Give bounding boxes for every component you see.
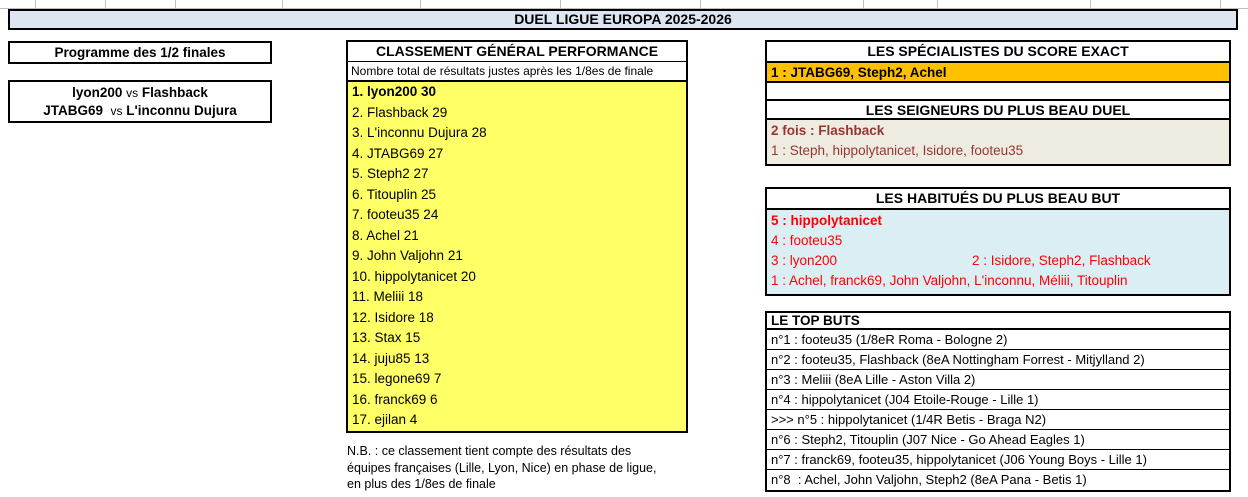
- classement-row: 3. L'inconnu Dujura 28: [352, 125, 487, 140]
- classement-row: 2. Flashback 29: [352, 104, 448, 120]
- classement-subtitle: Nombre total de résultats justes après l…: [348, 62, 686, 82]
- beau-but-block: LES HABITUÉS DU PLUS BEAU BUT 5 : hippol…: [765, 187, 1231, 296]
- match2-vs-label: vs: [110, 104, 123, 118]
- top-buts-row: n°7 : franck69, footeu35, hippolytanicet…: [767, 450, 1229, 470]
- match1-home: lyon200: [72, 85, 123, 100]
- beau-but-row-3-2: 3 : lyon200 2 : Isidore, Steph2, Flashbac…: [767, 251, 1229, 271]
- classement-row: 15. legone69 7: [352, 371, 442, 386]
- top-buts-row: n°3 : Meliii (8eA Lille - Aston Villa 2): [767, 370, 1229, 390]
- top-buts-block: LE TOP BUTS n°1 : footeu35 (1/8eR Roma -…: [765, 311, 1231, 492]
- classement-general-block: CLASSEMENT GÉNÉRAL PERFORMANCE Nombre to…: [346, 40, 688, 433]
- beau-but-row-1: 1 : Achel, franck69, John Valjohn, L'inc…: [771, 273, 1128, 288]
- classement-row: 7. footeu35 24: [352, 207, 439, 222]
- classement-footnote: N.B. : ce classement tient compte des ré…: [347, 443, 697, 493]
- gridline: [35, 0, 36, 8]
- gridline: [863, 0, 864, 8]
- classement-row: 14. juju85 13: [352, 350, 430, 366]
- match1-away: Flashback: [141, 85, 208, 100]
- classement-row: 4. JTABG69 27: [352, 145, 444, 161]
- gridline: [937, 0, 938, 8]
- score-exact-leaders-row: 1 : JTABG69, Steph2, Achel: [767, 61, 1229, 81]
- classement-row: 5. Steph2 27: [352, 166, 429, 181]
- beau-duel-title: LES SEIGNEURS DU PLUS BEAU DUEL: [767, 99, 1229, 118]
- gridline: [560, 0, 561, 8]
- top-buts-row: n°2 : footeu35, Flashback (8eA Nottingha…: [767, 350, 1229, 370]
- top-buts-title: LE TOP BUTS: [767, 313, 1229, 330]
- gridline: [105, 0, 106, 8]
- beau-but-title: LES HABITUÉS DU PLUS BEAU BUT: [767, 189, 1229, 208]
- demi-finales-matches-box: lyon200 vs Flashback JTABG69 vs L'inconn…: [8, 80, 272, 123]
- match-line-2: JTABG69 vs L'inconnu Dujura: [10, 102, 270, 120]
- beau-but-row-4: 4 : footeu35: [771, 233, 843, 248]
- match1-vs-label: vs: [126, 86, 139, 100]
- gridline: [420, 0, 421, 8]
- gridline: [700, 0, 701, 8]
- programme-demi-finales-title: Programme des 1/2 finales: [8, 41, 272, 64]
- spacer-row: [767, 81, 1229, 99]
- gridline: [282, 0, 283, 8]
- top-buts-list: n°1 : footeu35 (1/8eR Roma - Bologne 2) n…: [767, 330, 1229, 490]
- classement-row: 13. Stax 15: [352, 330, 421, 345]
- beau-duel-body: 2 fois : Flashback 1 : Steph, hippolytan…: [767, 118, 1229, 164]
- beau-duel-row-2: 1 : Steph, hippolytanicet, Isidore, foot…: [771, 143, 1024, 158]
- footnote-line-3: en plus des 1/8es de finale: [347, 477, 496, 491]
- classement-row: 10. hippolytanicet 20: [352, 268, 476, 284]
- classement-list: 1. lyon200 30 2. Flashback 29 3. L'inconnu…: [348, 82, 686, 431]
- classement-row: 6. Titouplin 25: [352, 186, 437, 202]
- gridline: [175, 0, 176, 8]
- match-line-1: lyon200 vs Flashback: [10, 84, 270, 102]
- gridline: [1220, 0, 1221, 8]
- match2-home: JTABG69: [43, 103, 107, 118]
- classement-row: 11. Meliii 18: [352, 289, 424, 304]
- score-exact-title: LES SPÉCIALISTES DU SCORE EXACT: [767, 42, 1229, 61]
- spreadsheet-top-gridlines: [0, 0, 1248, 9]
- beau-but-row-3: 3 : lyon200: [771, 253, 838, 268]
- top-buts-row: n°4 : hippolytanicet (J04 Etoile-Rouge -…: [767, 390, 1229, 410]
- footnote-line-2: équipes françaises (Lille, Lyon, Nice) e…: [347, 460, 657, 475]
- page-title: DUEL LIGUE EUROPA 2025-2026: [8, 9, 1238, 30]
- beau-but-row-2: 2 : Isidore, Steph2, Flashback: [972, 253, 1151, 268]
- top-buts-row: >>> n°5 : hippolytanicet (1/4R Betis - B…: [767, 410, 1229, 430]
- classement-row: 9. John Valjohn 21: [352, 248, 463, 263]
- beau-but-row-5: 5 : hippolytanicet: [771, 213, 883, 228]
- top-buts-row: n°8 : Achel, John Valjohn, Steph2 (8eA P…: [767, 470, 1229, 490]
- classement-row: 16. franck69 6: [352, 391, 438, 407]
- classement-row: 17. ejilan 4: [352, 412, 418, 427]
- classement-row: 8. Achel 21: [352, 227, 419, 243]
- match2-away: L'inconnu Dujura: [126, 103, 237, 118]
- gridline: [1090, 0, 1091, 8]
- score-exact-and-duel-block: LES SPÉCIALISTES DU SCORE EXACT 1 : JTAB…: [765, 40, 1231, 166]
- beau-but-body: 5 : hippolytanicet 4 : footeu35 3 : lyon…: [767, 208, 1229, 294]
- classement-title: CLASSEMENT GÉNÉRAL PERFORMANCE: [348, 42, 686, 62]
- top-buts-row: n°6 : Steph2, Titouplin (J07 Nice - Go A…: [767, 430, 1229, 450]
- top-buts-row: n°1 : footeu35 (1/8eR Roma - Bologne 2): [767, 330, 1229, 350]
- classement-row: 1. lyon200 30: [352, 84, 437, 99]
- beau-duel-row-1: 2 fois : Flashback: [771, 123, 885, 138]
- footnote-line-1: N.B. : ce classement tient compte des ré…: [347, 444, 632, 458]
- classement-row: 12. Isidore 18: [352, 309, 434, 325]
